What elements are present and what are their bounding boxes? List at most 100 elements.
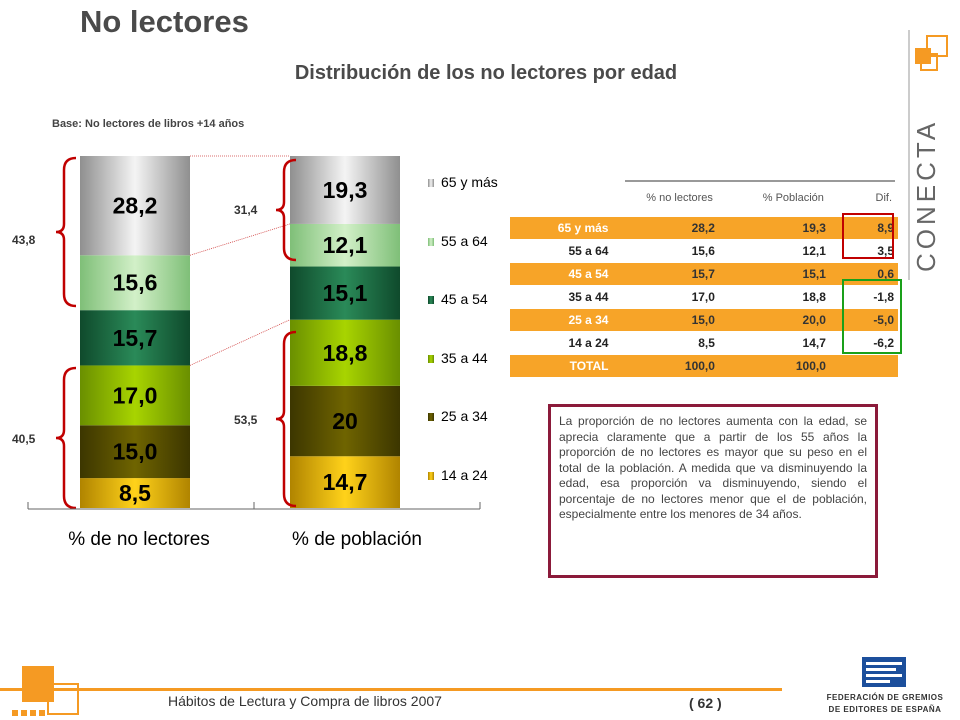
table-top-rule <box>625 180 895 182</box>
table-cell-dif: -1,8 <box>829 285 898 309</box>
table-cell-poblacion: 14,7 <box>718 331 830 355</box>
x-tick-label: % de población <box>292 529 422 550</box>
table-cell-label: 35 a 44 <box>510 285 613 309</box>
table-header-row: % no lectores % Población Dif. <box>510 180 898 217</box>
table-cell-label: 14 a 24 <box>510 331 613 355</box>
table-cell-poblacion: 18,8 <box>718 285 830 309</box>
connector-lines <box>189 155 291 366</box>
group-bracket <box>275 158 297 262</box>
bar-segment-65-y-más <box>290 156 400 224</box>
table-cell-poblacion: 20,0 <box>718 308 830 332</box>
legend-label: 45 a 54 <box>441 291 488 307</box>
legend-label: 14 a 24 <box>441 467 488 483</box>
table-row: 25 a 34 15,0 20,0 -5,0 <box>510 308 898 332</box>
group-label: 53,5 <box>234 413 258 427</box>
bar-segment-55-a-64 <box>80 255 190 311</box>
table-cell-no-lectores: 28,2 <box>612 216 719 240</box>
table-row: 45 a 54 15,7 15,1 0,6 <box>510 262 898 286</box>
data-label: 15,0 <box>113 439 158 465</box>
bar-segment-65-y-más <box>80 156 190 256</box>
federacion-line1: FEDERACIÓN DE GREMIOS <box>827 693 944 702</box>
bar-group: 8,5 15,0 17,0 15,7 15,6 28,2 14,7 20 18,8 15,1 12,… <box>80 156 400 508</box>
table-header-no-lectores: % no lectores <box>646 192 713 204</box>
legend-swatch <box>428 355 434 363</box>
page-number: ( 62 ) <box>689 695 722 711</box>
commentary-note: La proporción de no lectores aumenta con… <box>548 404 878 578</box>
bar-segment-25-a-34 <box>290 385 400 457</box>
table-cell-label: TOTAL <box>510 354 613 377</box>
table-row: 14 a 24 8,5 14,7 -6,2 <box>510 331 898 355</box>
table-row: 35 a 44 17,0 18,8 -1,8 <box>510 285 898 309</box>
table-row: 65 y más 28,2 19,3 8,9 <box>510 216 898 240</box>
federacion-line2: DE EDITORES DE ESPAÑA <box>829 705 942 714</box>
table-cell-poblacion: 100,0 <box>718 354 830 377</box>
legend-swatch <box>428 179 434 187</box>
chart-subtitle: Distribución de los no lectores por edad <box>294 62 678 84</box>
bar-segment-35-a-44 <box>80 365 190 426</box>
data-label: 17,0 <box>113 382 158 408</box>
table-cell-dif: -5,0 <box>829 308 898 332</box>
group-brackets <box>55 156 297 510</box>
table-cell-dif: -6,2 <box>829 331 898 355</box>
table-cell-poblacion: 12,1 <box>718 239 830 263</box>
comparison-table: % no lectores % Población Dif. 65 y más 2… <box>510 180 898 377</box>
page-title: No lectores <box>80 4 249 39</box>
bar-segment-55-a-64 <box>290 223 400 267</box>
data-label: 14,7 <box>323 469 368 495</box>
data-label: 20 <box>332 408 358 434</box>
data-label: 18,8 <box>323 340 368 366</box>
table-cell-label: 45 a 54 <box>510 262 613 286</box>
footer-rule <box>0 688 782 691</box>
data-label: 15,6 <box>113 270 158 296</box>
legend-label: 65 y más <box>441 174 498 190</box>
connector-line <box>189 223 291 256</box>
data-label: 19,3 <box>323 177 368 203</box>
table-cell-label: 25 a 34 <box>510 308 613 332</box>
bar-segment-25-a-34 <box>80 425 190 479</box>
group-label: 40,5 <box>12 432 36 446</box>
group-label: 31,4 <box>234 203 258 217</box>
bar-segment-45-a-54 <box>290 266 400 320</box>
table-cell-dif: 8,9 <box>829 216 898 240</box>
legend-swatch <box>428 413 434 421</box>
table-cell-dif <box>829 354 898 377</box>
group-bracket <box>55 366 77 510</box>
data-label: 28,2 <box>113 193 158 219</box>
table-row: 55 a 64 15,6 12,1 3,5 <box>510 239 898 263</box>
table-cell-label: 65 y más <box>510 216 613 240</box>
table-cell-no-lectores: 15,7 <box>612 262 719 286</box>
bar-segment-14-a-24 <box>80 478 190 508</box>
data-label: 8,5 <box>119 480 151 506</box>
conecta-logo-text: CONECTA <box>911 119 941 272</box>
table-header-poblacion: % Población <box>762 192 824 204</box>
table-cell-dif: 3,5 <box>829 239 898 263</box>
negative-diff-highlight <box>842 279 902 354</box>
group-bracket <box>55 156 77 308</box>
connector-line <box>189 319 291 366</box>
positive-diff-highlight <box>842 213 894 259</box>
data-label: 12,1 <box>323 232 368 258</box>
table-cell-label: 55 a 64 <box>510 239 613 263</box>
legend-swatch <box>428 296 434 304</box>
table-cell-no-lectores: 15,6 <box>612 239 719 263</box>
x-tick-label: % de no lectores <box>68 529 210 550</box>
legend: 65 y más 55 a 64 45 a 54 35 a 44 25 a 34 14 a… <box>428 174 498 483</box>
bar-segment-45-a-54 <box>80 310 190 366</box>
legend-label: 25 a 34 <box>441 408 488 424</box>
squares-logo <box>12 666 79 716</box>
table-cell-no-lectores: 8,5 <box>612 331 719 355</box>
table-cell-no-lectores: 15,0 <box>612 308 719 332</box>
legend-swatch <box>428 238 434 246</box>
group-label: 43,8 <box>12 233 36 247</box>
table-cell-poblacion: 19,3 <box>718 216 830 240</box>
table-cell-no-lectores: 17,0 <box>612 285 719 309</box>
bar-segment-35-a-44 <box>290 319 400 386</box>
group-bracket <box>275 330 297 508</box>
federacion-logo: FEDERACIÓN DE GREMIOS DE EDITORES DE ESP… <box>827 657 944 714</box>
data-label: 15,1 <box>323 280 368 306</box>
bar-segment-14-a-24 <box>290 456 400 508</box>
base-note: Base: No lectores de libros +14 años <box>52 118 245 130</box>
table-cell-no-lectores: 100,0 <box>612 354 719 377</box>
table-header-empty <box>510 180 612 217</box>
data-label: 15,7 <box>113 325 158 351</box>
